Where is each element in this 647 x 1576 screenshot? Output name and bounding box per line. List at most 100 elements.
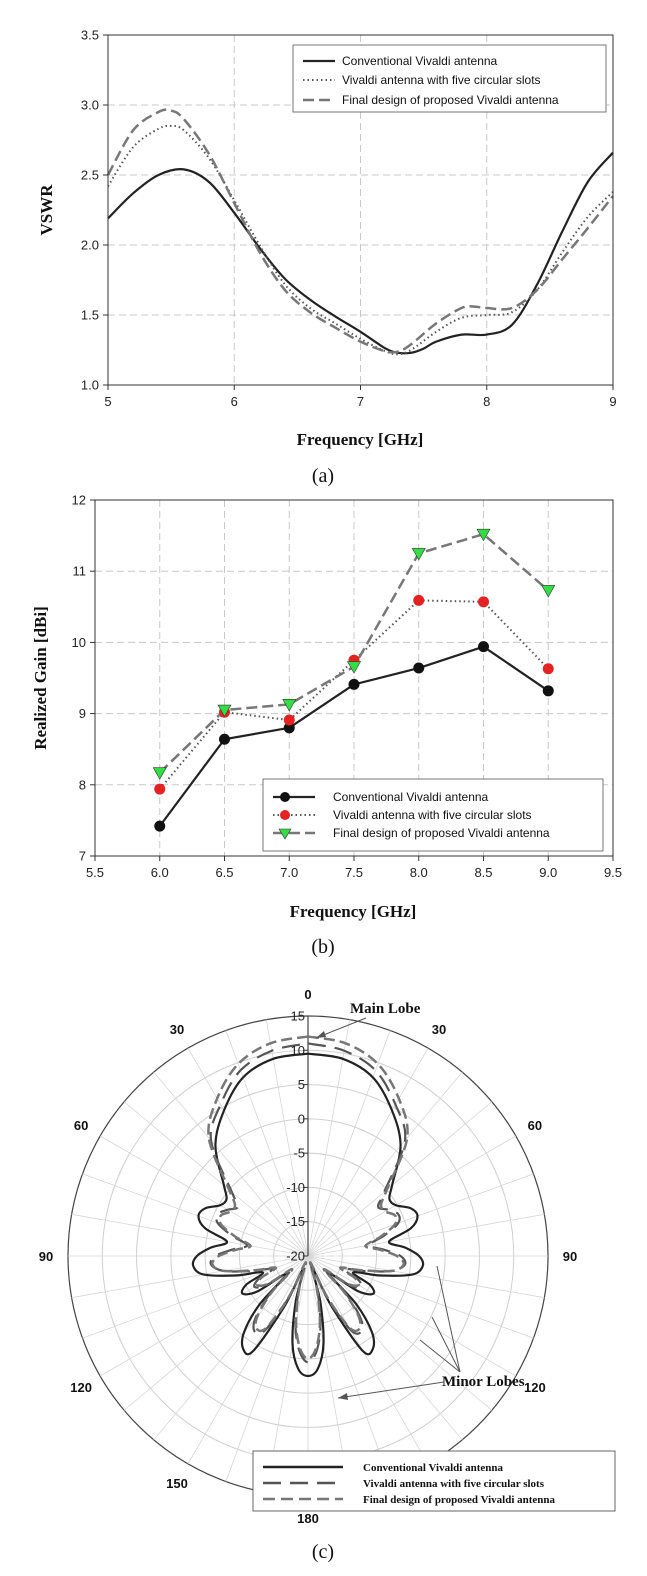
marker-final-design bbox=[411, 548, 426, 561]
tick-label-x: 5.5 bbox=[86, 865, 104, 880]
polar-ticks: 151050-5-10-15-2003060901201501801501209… bbox=[39, 987, 577, 1526]
polar-rtick-label: 10 bbox=[291, 1043, 305, 1058]
legend-b-marker-0 bbox=[280, 792, 290, 802]
ticks-b: 5.5 6.0 6.5 7.0 7.5 8.0 8.5 9.0 9.5 7 8 9 10 11 12 bbox=[72, 493, 623, 881]
polar-spoke bbox=[307, 1173, 534, 1257]
polar-spoke bbox=[307, 1255, 517, 1377]
marker-final-design bbox=[217, 704, 232, 718]
legend-b-entry-2: Final design of proposed Vivaldi antenna bbox=[333, 826, 550, 840]
tick-label-y: 8 bbox=[79, 777, 86, 792]
legend-box-b bbox=[262, 778, 604, 852]
series-b bbox=[152, 528, 556, 832]
polar-angle-label: 180 bbox=[297, 1511, 319, 1526]
legend-a-entry-2: Final design of proposed Vivaldi antenna bbox=[342, 93, 559, 107]
polar-rtick-label: -15 bbox=[286, 1214, 305, 1229]
polar-series-0 bbox=[191, 1052, 425, 1378]
marker-five-slots bbox=[478, 596, 489, 608]
polar-rtick-label: -5 bbox=[293, 1146, 305, 1161]
tick-label-x: 6.0 bbox=[151, 865, 169, 880]
polar-angle-label: 30 bbox=[432, 1022, 446, 1037]
marker-final-design bbox=[152, 767, 167, 780]
tick-label-x: 9.5 bbox=[604, 865, 622, 880]
arrowhead-minor-4 bbox=[338, 1393, 348, 1400]
marker-five-slots bbox=[154, 783, 166, 795]
polar-angle-label: 60 bbox=[528, 1118, 542, 1133]
polar-spoke bbox=[307, 1030, 391, 1257]
polar-spoke bbox=[99, 1135, 309, 1257]
tick-label-y: 3.0 bbox=[81, 98, 99, 113]
tick-label-y: 9 bbox=[79, 706, 86, 721]
marker-conventional bbox=[413, 662, 425, 674]
legend-box-a bbox=[292, 44, 607, 113]
polar-spoke bbox=[187, 1047, 309, 1257]
tick-label-y: 7 bbox=[79, 849, 86, 864]
tick-label-y: 3.5 bbox=[81, 28, 99, 43]
tick-label-x: 7.0 bbox=[280, 865, 298, 880]
tick-label-x: 7.5 bbox=[345, 865, 363, 880]
marker-final-design bbox=[346, 661, 362, 674]
tick-label-x: 6.5 bbox=[215, 865, 233, 880]
chart-radiation-pattern: 151050-5-10-15-2003060901201501801501209… bbox=[39, 987, 616, 1563]
ticks-a: 5 6 7 8 9 1.0 1.5 2.0 2.5 3.0 3.5 bbox=[81, 28, 617, 410]
polar-angle-label: 30 bbox=[170, 1022, 184, 1037]
legend-b-marker-1 bbox=[280, 810, 290, 820]
ylabel-a: VSWR bbox=[37, 184, 56, 236]
series-line-0-0 bbox=[107, 151, 614, 355]
legend-a: Conventional Vivaldi antenna Vivaldi ant… bbox=[292, 44, 607, 113]
polar-spoke bbox=[307, 1255, 545, 1299]
polar-spoke bbox=[307, 1255, 463, 1441]
series-a bbox=[106, 108, 614, 356]
marker-conventional bbox=[348, 678, 360, 690]
tick-label-y: 10 bbox=[72, 635, 86, 650]
polar-angle-label: 120 bbox=[70, 1380, 92, 1395]
annotation-main-lobe-text: Main Lobe bbox=[350, 1001, 421, 1017]
polar-rtick-label: -10 bbox=[286, 1180, 305, 1195]
legend-c-entry-2: Final design of proposed Vivaldi antenna bbox=[363, 1494, 556, 1506]
polar-angle-label: 90 bbox=[39, 1249, 53, 1264]
marker-final-design bbox=[476, 528, 491, 542]
polar-spoke bbox=[307, 1101, 493, 1257]
annotation-minor-arrow-1 bbox=[436, 1265, 461, 1373]
polar-spoke bbox=[123, 1255, 309, 1411]
legend-b: Conventional Vivaldi antenna Vivaldi ant… bbox=[262, 778, 604, 852]
legend-c-entry-0: Conventional Vivaldi antenna bbox=[363, 1462, 503, 1474]
polar-spoke bbox=[99, 1255, 309, 1377]
annotation-minor-arrow-4 bbox=[337, 1381, 445, 1399]
marker-conventional bbox=[542, 685, 554, 697]
marker-conventional bbox=[283, 722, 295, 734]
marker-conventional bbox=[219, 733, 230, 745]
series-line-0-2 bbox=[106, 108, 614, 354]
polar-spoke bbox=[307, 1255, 534, 1339]
tick-label-x: 8.0 bbox=[410, 865, 428, 880]
polar-angle-label: 60 bbox=[74, 1118, 88, 1133]
polar-spoke bbox=[153, 1255, 309, 1441]
polar-angle-label: 0 bbox=[304, 987, 311, 1002]
tick-label-y: 2.0 bbox=[81, 238, 99, 253]
tick-label-x: 8 bbox=[483, 394, 490, 409]
annotation-minor-arrow-2 bbox=[431, 1316, 461, 1373]
chart-realized-gain: 5.5 6.0 6.5 7.0 7.5 8.0 8.5 9.0 9.5 7 8 9 10 11 12 Rea… bbox=[31, 493, 622, 959]
polar-spoke bbox=[153, 1071, 309, 1257]
tick-label-x: 6 bbox=[231, 394, 238, 409]
polar-rtick-label: -20 bbox=[286, 1249, 305, 1264]
legend-a-entry-1: Vivaldi antenna with five circular slots bbox=[342, 73, 541, 87]
polar-angle-label: 120 bbox=[524, 1380, 546, 1395]
tick-label-y: 2.5 bbox=[81, 168, 99, 183]
polar-rtick-label: 5 bbox=[298, 1077, 305, 1092]
legend-b-entry-0: Conventional Vivaldi antenna bbox=[333, 790, 489, 804]
series-c bbox=[191, 1035, 425, 1378]
marker-conventional bbox=[154, 820, 166, 832]
polar-spoke bbox=[123, 1101, 309, 1257]
tick-label-y: 11 bbox=[73, 564, 87, 579]
tick-label-x: 9.0 bbox=[539, 865, 557, 880]
legend-b-entry-1: Vivaldi antenna with five circular slots bbox=[333, 808, 532, 822]
xlabel-b: Frequency [GHz] bbox=[290, 902, 417, 921]
tick-label-x: 8.5 bbox=[474, 865, 492, 880]
polar-spoke bbox=[82, 1255, 309, 1339]
panel-label-b: (b) bbox=[311, 936, 334, 958]
series-line-0-1 bbox=[107, 124, 614, 356]
marker-final-design bbox=[282, 699, 297, 712]
panel-label-c: (c) bbox=[312, 1541, 334, 1563]
polar-spoke bbox=[307, 1071, 463, 1257]
